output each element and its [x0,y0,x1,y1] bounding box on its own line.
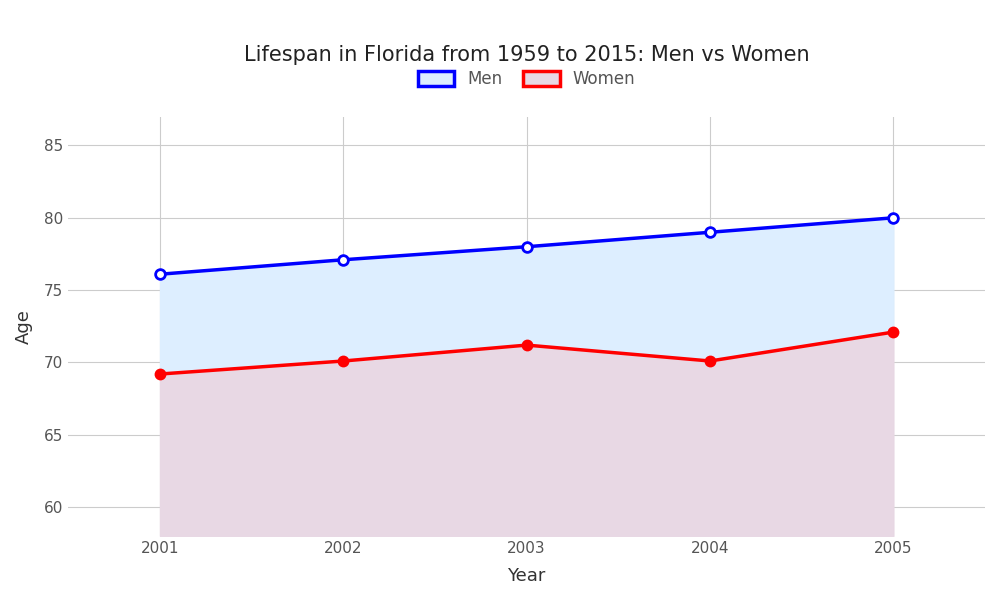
X-axis label: Year: Year [507,567,546,585]
Y-axis label: Age: Age [15,309,33,344]
Legend: Men, Women: Men, Women [418,70,636,88]
Title: Lifespan in Florida from 1959 to 2015: Men vs Women: Lifespan in Florida from 1959 to 2015: M… [244,45,809,65]
